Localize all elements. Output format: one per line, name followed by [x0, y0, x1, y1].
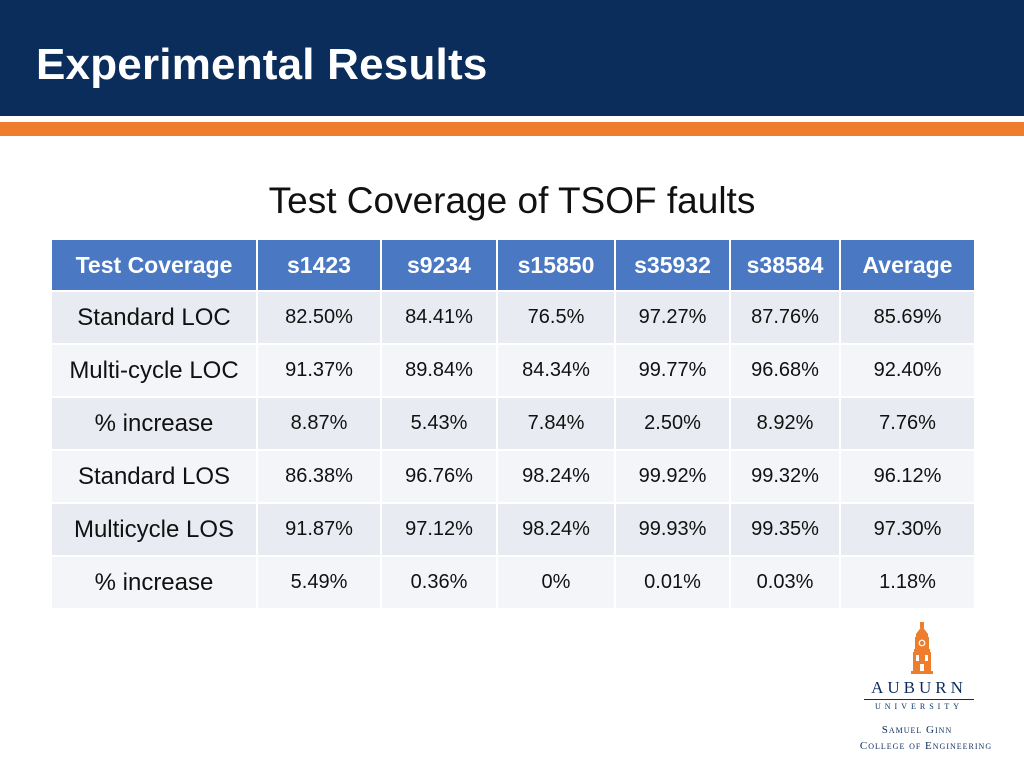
table-cell: 85.69% — [841, 292, 974, 345]
table-cell: 98.24% — [498, 504, 616, 557]
table-cell: 0.01% — [616, 557, 731, 610]
table-cell: 5.49% — [258, 557, 382, 610]
table-cell: 89.84% — [382, 345, 498, 398]
row-label: Standard LOS — [52, 451, 258, 504]
table-cell: 2.50% — [616, 398, 731, 451]
table-cell: 0% — [498, 557, 616, 610]
column-header: Average — [841, 240, 974, 292]
table-cell: 0.03% — [731, 557, 841, 610]
table-cell: 84.34% — [498, 345, 616, 398]
slide-header: Experimental Results — [0, 0, 1024, 116]
table-cell: 92.40% — [841, 345, 974, 398]
table-cell: 99.32% — [731, 451, 841, 504]
row-label: Multi-cycle LOC — [52, 345, 258, 398]
table-cell: 97.30% — [841, 504, 974, 557]
row-label: % increase — [52, 557, 258, 610]
column-header: Test Coverage — [52, 240, 258, 292]
table-row: Standard LOS 86.38% 96.76% 98.24% 99.92%… — [52, 451, 974, 504]
table-cell: 91.87% — [258, 504, 382, 557]
table-row: Multi-cycle LOC 91.37% 89.84% 84.34% 99.… — [52, 345, 974, 398]
column-header: s35932 — [616, 240, 731, 292]
table-cell: 96.76% — [382, 451, 498, 504]
table-row: Standard LOC 82.50% 84.41% 76.5% 97.27% … — [52, 292, 974, 345]
row-label: Multicycle LOS — [52, 504, 258, 557]
coverage-table: Test Coverage s1423 s9234 s15850 s35932 … — [52, 240, 974, 610]
clock-tower-icon — [911, 622, 933, 674]
table-header-row: Test Coverage s1423 s9234 s15850 s35932 … — [52, 240, 974, 292]
table-cell: 87.76% — [731, 292, 841, 345]
table-cell: 0.36% — [382, 557, 498, 610]
table-cell: 98.24% — [498, 451, 616, 504]
logo-line-1: Samuel Ginn — [881, 724, 953, 736]
logo-line-2: College of Engineering — [859, 740, 993, 752]
column-header: s38584 — [731, 240, 841, 292]
table-cell: 96.12% — [841, 451, 974, 504]
column-header: s15850 — [498, 240, 616, 292]
table-cell: 1.18% — [841, 557, 974, 610]
column-header: s1423 — [258, 240, 382, 292]
table-cell: 91.37% — [258, 345, 382, 398]
row-label: Standard LOC — [52, 292, 258, 345]
table-cell: 8.87% — [258, 398, 382, 451]
table-caption: Test Coverage of TSOF faults — [268, 180, 756, 221]
column-header: s9234 — [382, 240, 498, 292]
table-cell: 99.35% — [731, 504, 841, 557]
table-cell: 5.43% — [382, 398, 498, 451]
table-cell: 86.38% — [258, 451, 382, 504]
table-cell: 96.68% — [731, 345, 841, 398]
auburn-logo: AUBURN UNIVERSITY Samuel Ginn College of… — [846, 622, 1006, 762]
accent-stripe — [0, 122, 1024, 136]
table-cell: 82.50% — [258, 292, 382, 345]
table-cell: 99.77% — [616, 345, 731, 398]
table-row: % increase 5.49% 0.36% 0% 0.01% 0.03% 1.… — [52, 557, 974, 610]
table-cell: 8.92% — [731, 398, 841, 451]
table-cell: 84.41% — [382, 292, 498, 345]
logo-wordmark: AUBURN — [864, 678, 974, 700]
table-cell: 99.92% — [616, 451, 731, 504]
header-divider — [0, 116, 1024, 122]
slide-title: Experimental Results — [36, 40, 488, 89]
table-cell: 97.27% — [616, 292, 731, 345]
table-cell: 97.12% — [382, 504, 498, 557]
logo-subtitle: UNIVERSITY — [875, 702, 963, 711]
table-row: % increase 8.87% 5.43% 7.84% 2.50% 8.92%… — [52, 398, 974, 451]
row-label: % increase — [52, 398, 258, 451]
table-cell: 76.5% — [498, 292, 616, 345]
table-cell: 99.93% — [616, 504, 731, 557]
table-row: Multicycle LOS 91.87% 97.12% 98.24% 99.9… — [52, 504, 974, 557]
table-cell: 7.76% — [841, 398, 974, 451]
table-cell: 7.84% — [498, 398, 616, 451]
